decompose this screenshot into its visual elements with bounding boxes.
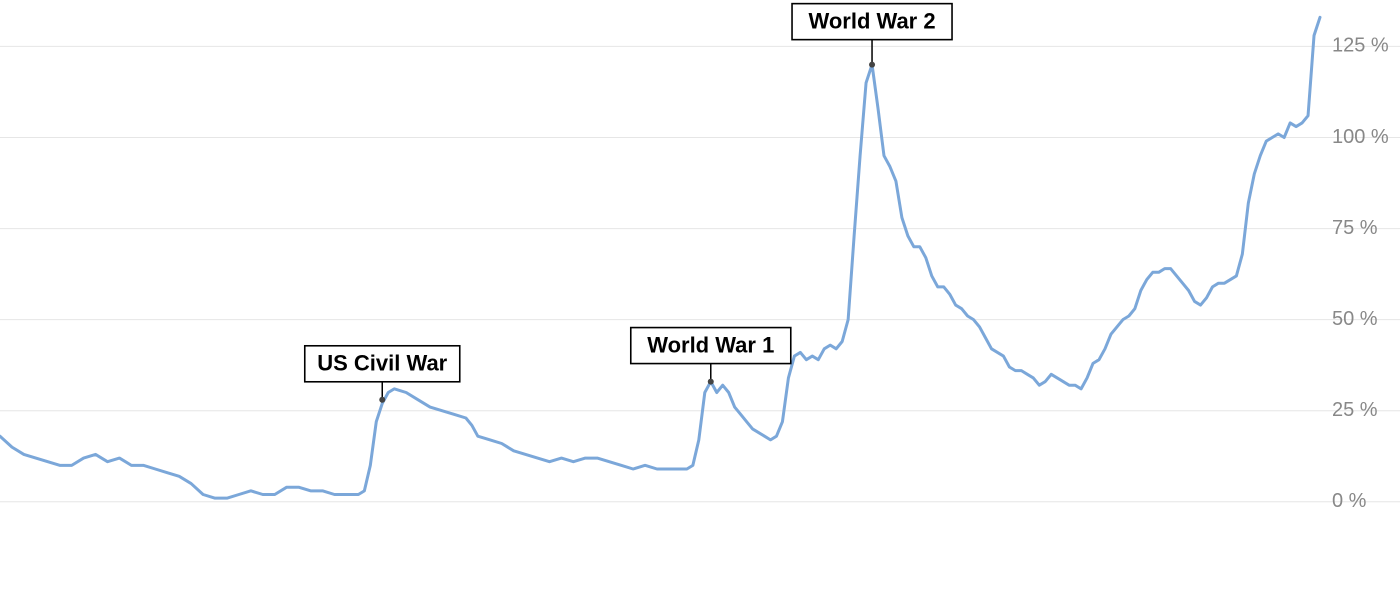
data-line (0, 17, 1320, 498)
y-tick-label: 25 % (1332, 399, 1378, 421)
annotation-label: US Civil War (317, 351, 447, 376)
annotation-marker (379, 397, 385, 403)
chart-svg: 0 % 25 % 50 % 75 % 100 % 125 % US Civil War Wor… (0, 0, 1400, 600)
y-tick-label: 0 % (1332, 490, 1367, 512)
y-tick-label: 75 % (1332, 217, 1378, 239)
debt-line-chart: 0 % 25 % 50 % 75 % 100 % 125 % US Civil War Wor… (0, 0, 1400, 600)
y-tick-label: 50 % (1332, 308, 1378, 330)
annotation-label: World War 2 (808, 8, 935, 33)
annotation-label: World War 1 (647, 332, 774, 357)
annotation-marker (708, 379, 714, 385)
y-tick-label: 100 % (1332, 126, 1389, 148)
annotation-marker (869, 62, 875, 68)
y-tick-label: 125 % (1332, 35, 1389, 57)
